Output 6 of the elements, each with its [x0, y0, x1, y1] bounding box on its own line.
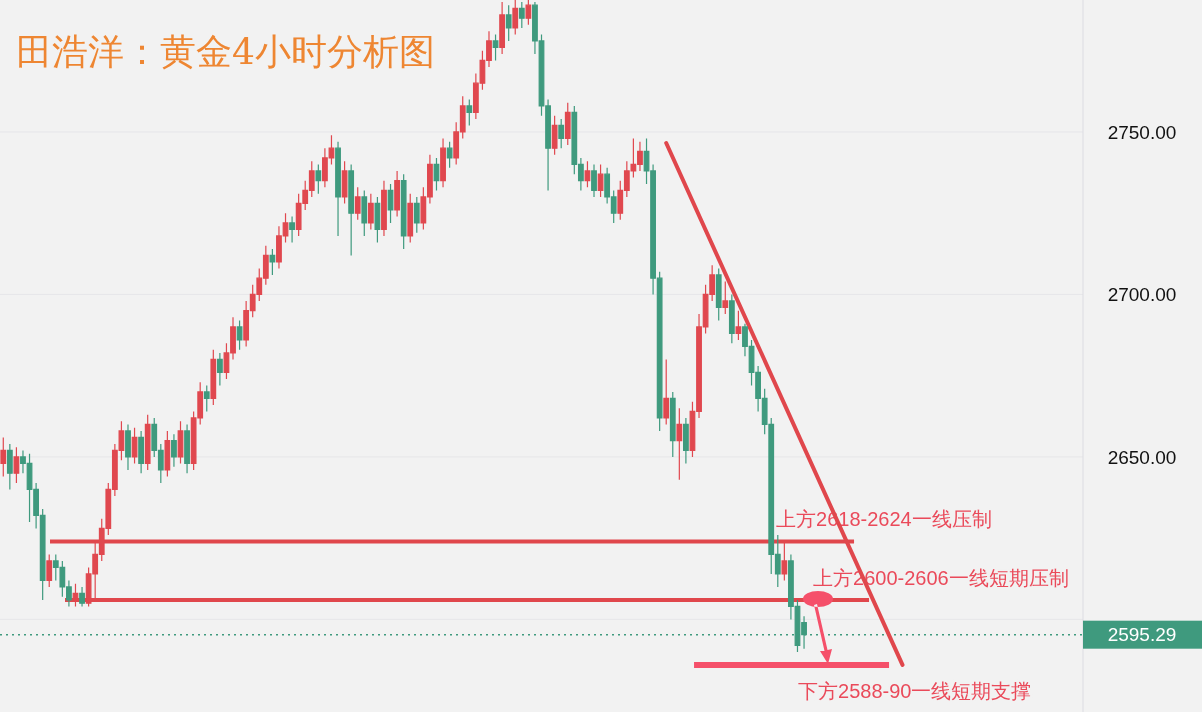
y-tick-label: 2700.00 [1107, 284, 1177, 306]
y-tick-label: 2750.00 [1107, 121, 1177, 143]
ref-line-label: 2595.29 [1107, 624, 1177, 646]
text: 田浩洋：黄金4小时分析图 [16, 31, 435, 72]
y-tick-label: 2650.00 [1107, 446, 1177, 468]
ref-line-label: 下方2588-90一线短期支撑 [798, 679, 1032, 702]
